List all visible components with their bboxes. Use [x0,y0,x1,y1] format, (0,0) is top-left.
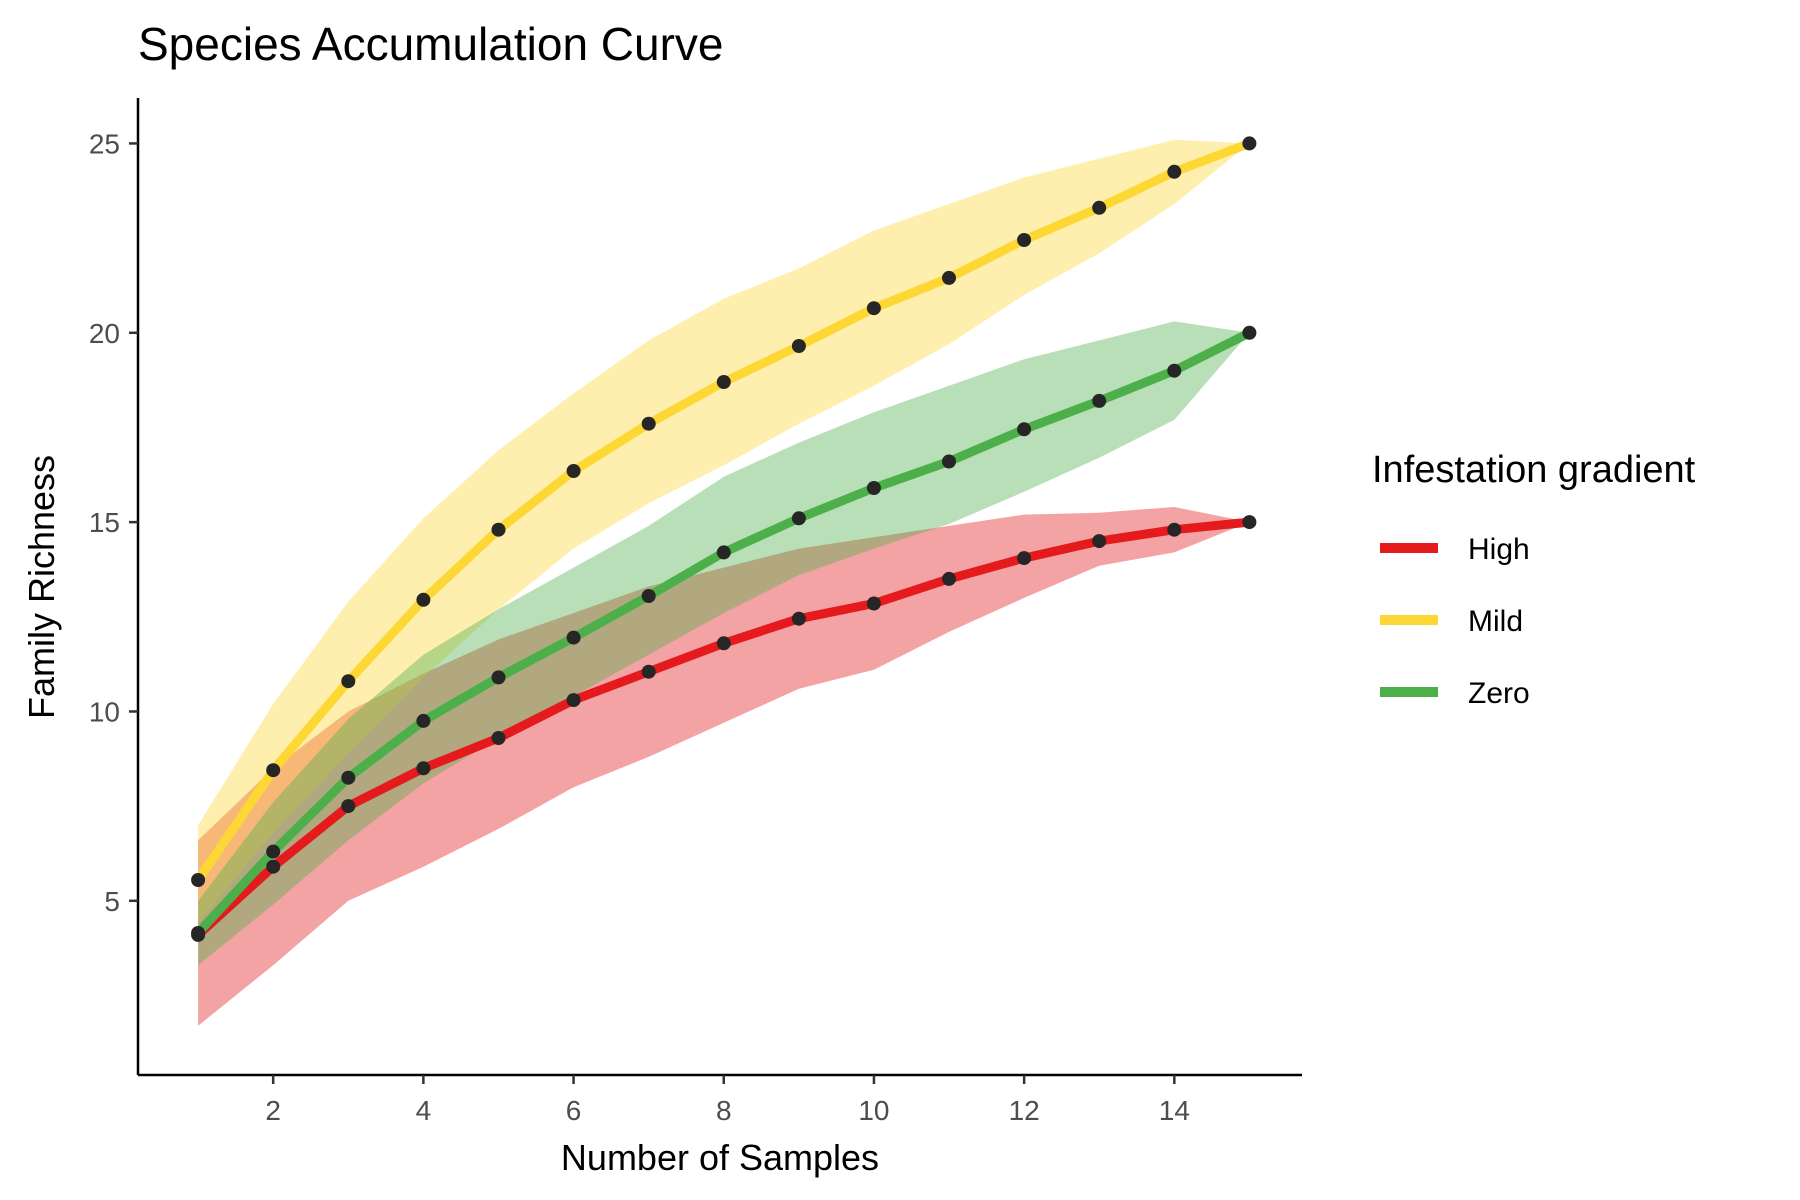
point-high-2 [266,859,281,874]
legend: Infestation gradient High Mild Zero [1372,449,1696,710]
point-zero-12 [1017,422,1032,437]
point-zero-15 [1242,325,1257,340]
point-high-13 [1092,534,1107,549]
x-axis-ticks: 2 4 6 8 10 12 14 [265,1075,1190,1126]
point-high-7 [641,664,656,679]
y-tick-label-15: 15 [89,507,120,538]
y-tick-label-20: 20 [89,318,120,349]
point-zero-7 [641,589,656,603]
point-high-3 [341,799,356,814]
point-zero-8 [716,545,731,560]
point-zero-3 [341,770,356,785]
point-zero-2 [266,844,281,859]
point-mild-5 [491,522,506,537]
chart-title: Species Accumulation Curve [138,18,724,70]
point-mild-15 [1242,136,1257,151]
point-mild-4 [416,592,431,607]
y-tick-label-25: 25 [89,128,120,159]
point-mild-2 [266,763,281,778]
point-mild-6 [566,464,581,478]
point-high-5 [491,731,506,745]
point-mild-8 [716,375,731,389]
band-high [198,507,1250,1026]
point-zero-4 [416,713,431,728]
x-axis-title: Number of Samples [561,1137,879,1178]
x-tick-label-2: 2 [265,1095,281,1126]
point-mild-12 [1017,233,1032,247]
point-zero-13 [1092,393,1107,408]
x-tick-label-4: 4 [416,1095,432,1126]
point-zero-5 [491,670,506,685]
point-zero-14 [1167,363,1182,378]
y-axis-ticks: 5 10 15 20 25 [89,128,138,917]
point-mild-10 [866,301,881,316]
point-mild-14 [1167,164,1182,179]
point-mild-9 [791,339,806,353]
legend-label-zero: Zero [1468,677,1530,710]
point-zero-10 [866,481,881,495]
point-high-12 [1017,551,1032,566]
legend-label-mild: Mild [1468,605,1523,638]
point-mild-7 [641,416,656,431]
point-high-4 [416,761,431,776]
x-tick-label-8: 8 [716,1095,732,1126]
point-high-15 [1242,515,1257,530]
band-mild [198,139,1250,924]
point-mild-1 [191,873,206,887]
band-zero [198,321,1250,966]
x-tick-label-12: 12 [1009,1095,1040,1126]
x-tick-label-6: 6 [566,1095,582,1126]
point-high-11 [942,571,956,586]
point-mild-11 [942,270,956,285]
point-mild-3 [341,674,356,689]
x-tick-label-10: 10 [858,1095,889,1126]
y-axis-title: Family Richness [21,455,62,719]
point-zero-11 [942,454,956,469]
point-zero-9 [791,511,806,526]
confidence-bands [198,139,1250,1026]
y-tick-label-5: 5 [104,886,120,917]
data-points [191,136,1257,942]
point-zero-1 [191,926,206,940]
y-tick-label-10: 10 [89,696,120,727]
point-high-8 [716,636,731,651]
x-tick-label-14: 14 [1159,1095,1190,1126]
point-mild-13 [1092,200,1107,215]
point-high-14 [1167,522,1182,537]
point-zero-6 [566,630,581,645]
legend-label-high: High [1468,533,1530,566]
point-high-9 [791,611,806,626]
point-high-10 [866,596,881,611]
legend-title: Infestation gradient [1372,449,1696,491]
point-high-6 [566,693,581,708]
